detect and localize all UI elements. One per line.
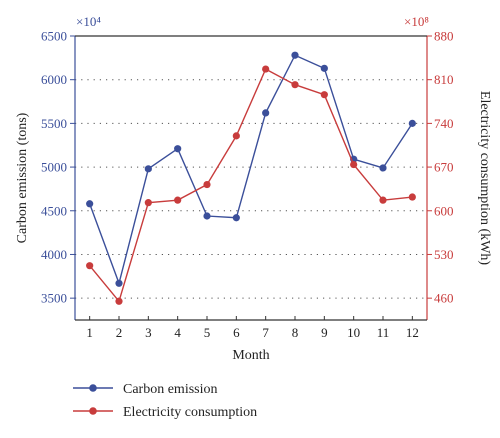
left-tick-label: 4000 (41, 247, 67, 262)
x-tick-label: 3 (145, 325, 152, 340)
data-point-carbon (144, 165, 152, 173)
legend-marker-carbon (89, 384, 97, 392)
data-point-electricity (379, 196, 387, 204)
series-line-electricity (89, 68, 413, 303)
x-tick-label: 5 (204, 325, 211, 340)
x-tick-label: 4 (174, 325, 181, 340)
data-point-electricity (232, 132, 240, 140)
right-axis-scale-note: ×10⁸ (404, 14, 429, 29)
data-point-electricity (86, 262, 94, 270)
legend-marker-electricity (89, 407, 97, 415)
right-tick-label: 530 (434, 247, 454, 262)
legend-item-carbon: Carbon emission (73, 382, 218, 397)
right-tick-label: 670 (434, 160, 454, 175)
x-tick-label: 6 (233, 325, 240, 340)
right-tick-label: 810 (434, 72, 454, 87)
legend-label-electricity: Electricity consumption (123, 405, 257, 420)
right-tick-label: 460 (434, 291, 454, 306)
data-point-electricity (262, 65, 270, 73)
data-point-electricity (320, 91, 328, 99)
data-point-electricity (203, 180, 211, 189)
x-tick-label: 1 (86, 325, 93, 340)
x-tick-label: 7 (262, 325, 269, 340)
series-line-carbon (89, 54, 413, 286)
left-tick-label: 5000 (41, 160, 67, 175)
data-point-carbon (232, 214, 240, 222)
data-point-carbon (320, 64, 328, 72)
left-tick-label: 3500 (41, 291, 67, 306)
axes (74, 35, 428, 321)
series-layer (86, 51, 416, 305)
data-point-electricity (144, 199, 152, 207)
right-tick-label: 600 (434, 203, 454, 218)
left-tick-label: 6500 (41, 29, 67, 44)
right-axis-label: Electricity consumption (kWh) (477, 91, 492, 266)
legend-label-carbon: Carbon emission (123, 382, 218, 397)
left-tick-label: 4500 (41, 203, 67, 218)
left-tick-label: 5500 (41, 116, 67, 131)
data-point-carbon (408, 119, 416, 127)
data-point-carbon (291, 51, 299, 59)
left-axis-ticks: 3500 4000 4500 5000 5500 6000 6500 (41, 29, 75, 306)
x-tick-label: 12 (406, 325, 419, 340)
legend-item-electricity: Electricity consumption (73, 405, 257, 420)
x-tick-label: 11 (377, 325, 390, 340)
x-axis-label: Month (232, 348, 269, 363)
right-axis-ticks: 460 530 600 670 740 810 880 (427, 29, 454, 306)
x-tick-label: 8 (292, 325, 299, 340)
data-point-carbon (379, 164, 387, 172)
data-point-carbon (203, 212, 211, 220)
legend: Carbon emission Electricity consumption (73, 382, 257, 420)
data-point-electricity (115, 297, 123, 305)
x-tick-label: 10 (347, 325, 360, 340)
x-axis-ticks: 1 2 3 4 5 6 7 8 9 10 11 12 (86, 316, 419, 340)
x-tick-label: 2 (116, 325, 123, 340)
left-axis-scale-note: ×10⁴ (76, 14, 101, 29)
data-point-electricity (291, 81, 299, 89)
right-tick-label: 880 (434, 29, 454, 44)
data-point-carbon (262, 109, 270, 117)
data-point-carbon (115, 279, 123, 287)
data-point-electricity (350, 160, 358, 169)
data-point-electricity (408, 193, 416, 201)
data-point-carbon (174, 145, 182, 153)
left-tick-label: 6000 (41, 72, 67, 87)
x-tick-label: 9 (321, 325, 328, 340)
data-point-electricity (174, 196, 182, 204)
right-tick-label: 740 (434, 116, 454, 131)
data-point-carbon (86, 200, 94, 208)
left-axis-label: Carbon emission (tons) (15, 112, 30, 243)
